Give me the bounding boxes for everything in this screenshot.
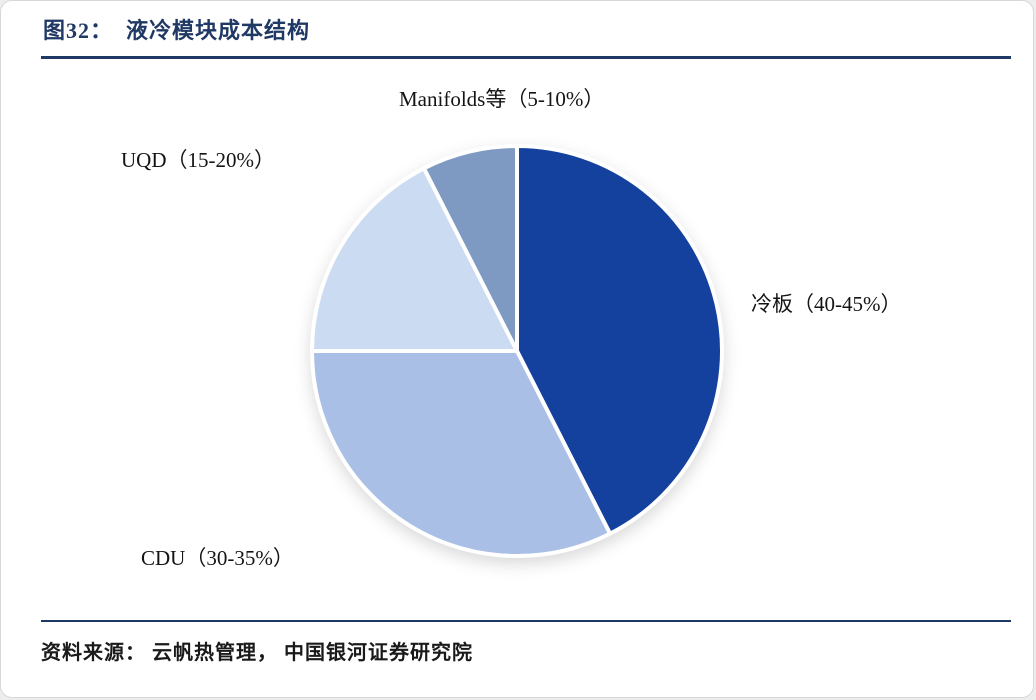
pie-slice-cdu bbox=[310, 349, 613, 558]
pie-slice-lengban bbox=[515, 144, 725, 536]
title-divider bbox=[41, 56, 1011, 59]
slice-label-manifolds: Manifolds等（5-10%） bbox=[399, 87, 605, 111]
pie-slice-uqd bbox=[310, 166, 519, 353]
figure-title: 图32： 液冷模块成本结构 bbox=[43, 18, 311, 43]
chart-area: Manifolds等（5-10%） UQD（15-20%） 冷板（40-45%）… bbox=[1, 59, 1036, 619]
source-divider bbox=[41, 620, 1011, 622]
source-note: 资料来源： 云帆热管理， 中国银河证券研究院 bbox=[41, 642, 473, 664]
slice-label-lengban: 冷板（40-45%） bbox=[751, 292, 902, 316]
pie-slice-manifolds bbox=[421, 144, 519, 353]
slice-label-uqd: UQD（15-20%） bbox=[121, 148, 275, 172]
pie-chart bbox=[310, 144, 725, 558]
slice-label-cdu: CDU（30-35%） bbox=[141, 546, 294, 570]
